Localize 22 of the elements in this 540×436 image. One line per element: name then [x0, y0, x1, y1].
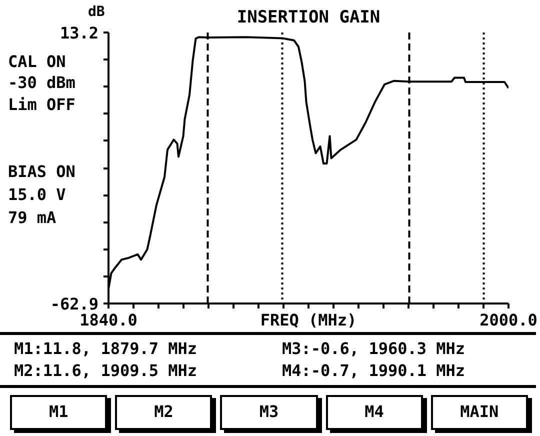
x-tick-label: 1840.0: [80, 310, 138, 330]
y-tick-label: -62.9: [50, 294, 99, 314]
chart-title: INSERTION GAIN: [236, 8, 380, 28]
text: Lim OFF: [8, 95, 76, 115]
text: MAIN: [430, 395, 528, 430]
text: M3: [220, 395, 318, 430]
x-axis-title: FREQ (MHz): [260, 310, 357, 330]
text: M1:11.8, 1879.7 MHz: [14, 338, 198, 360]
y-axis-title: dB: [88, 3, 105, 22]
text: CAL ON: [8, 52, 66, 72]
text: M2: [115, 395, 212, 430]
text: M2:11.6, 1909.5 MHz: [14, 360, 198, 382]
x-tick-label: 2000.0: [480, 310, 538, 330]
text: -30 dBm: [8, 73, 76, 93]
y-tick-label: 13.2: [60, 24, 98, 42]
text: 79 mA: [8, 208, 56, 228]
text: M4:-0.7, 1990.1 MHz: [282, 360, 466, 382]
text: M1: [10, 395, 108, 430]
text: M4: [326, 395, 423, 430]
text: 15.0 V: [8, 185, 66, 205]
text: M3:-0.6, 1960.3 MHz: [282, 338, 466, 360]
text: BIAS ON: [8, 162, 76, 182]
